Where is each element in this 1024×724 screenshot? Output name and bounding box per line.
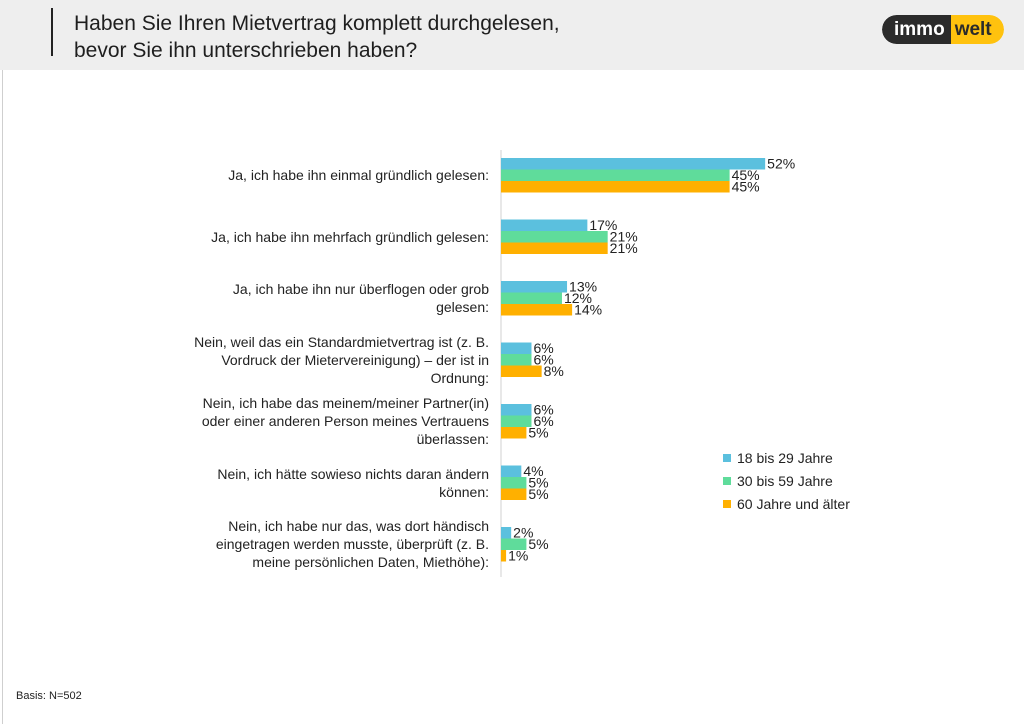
- legend-item: 18 bis 29 Jahre: [723, 446, 850, 469]
- data-label: 12%: [564, 290, 592, 306]
- category-label-line: Nein, ich habe das meinem/meiner Partner…: [202, 395, 489, 412]
- bar: [501, 415, 532, 427]
- chart-legend: 18 bis 29 Jahre 30 bis 59 Jahre 60 Jahre u…: [723, 446, 850, 515]
- data-label: 21%: [610, 240, 638, 256]
- data-label: 52%: [767, 156, 795, 172]
- left-border: [2, 70, 3, 724]
- legend-label: 60 Jahre und älter: [737, 495, 850, 512]
- data-label: 45%: [732, 179, 760, 195]
- data-label: 14%: [574, 302, 602, 318]
- legend-label: 18 bis 29 Jahre: [737, 449, 833, 466]
- category-label-line: Ja, ich habe ihn mehrfach gründlich gele…: [211, 228, 489, 245]
- legend-swatch: [723, 476, 731, 485]
- category-label: Nein, ich habe das meinem/meiner Partner…: [169, 394, 489, 448]
- data-label: 6%: [533, 402, 553, 418]
- data-label: 21%: [610, 229, 638, 245]
- bar: [501, 292, 562, 304]
- category-label-line: Nein, ich hätte sowieso nichts daran änd…: [217, 465, 489, 482]
- legend-label: 30 bis 59 Jahre: [737, 472, 833, 489]
- bar: [501, 404, 532, 416]
- data-label: 17%: [589, 217, 617, 233]
- bar: [501, 488, 527, 500]
- bar: [501, 231, 608, 243]
- data-label: 8%: [544, 363, 564, 379]
- data-label: 45%: [732, 167, 760, 183]
- category-label-line: oder einer anderen Person meines Vertrau…: [201, 413, 489, 430]
- title-line-2: bevor Sie ihn unterschrieben haben?: [74, 39, 418, 62]
- logo-part-welt: welt: [950, 15, 1004, 44]
- category-label: Ja, ich habe ihn einmal gründlich gelese…: [169, 166, 489, 184]
- data-label: 4%: [523, 463, 543, 479]
- category-label: Ja, ich habe ihn mehrfach gründlich gele…: [169, 228, 489, 246]
- legend-item: 30 bis 59 Jahre: [723, 469, 850, 492]
- data-label: 1%: [508, 548, 528, 564]
- bar: [501, 354, 532, 366]
- category-label-line: meine persönlichen Daten, Miethöhe):: [252, 554, 489, 571]
- category-label-line: Ordnung:: [430, 369, 489, 386]
- title-line-1: Haben Sie Ihren Mietvertrag komplett dur…: [74, 12, 560, 35]
- category-label: Nein, ich hätte sowieso nichts daran änd…: [169, 465, 489, 501]
- bar: [501, 158, 766, 170]
- bar: [501, 527, 512, 539]
- bar: [501, 169, 730, 181]
- category-label: Nein, weil das ein Standardmietvertrag i…: [169, 333, 489, 387]
- data-label: 13%: [569, 279, 597, 295]
- bar: [501, 550, 507, 562]
- data-label: 6%: [533, 340, 553, 356]
- category-label: Nein, ich habe nur das, was dort händisc…: [169, 517, 489, 571]
- bar: [501, 342, 532, 354]
- category-label-line: Nein, ich habe nur das, was dort händisc…: [228, 518, 489, 535]
- category-label: Ja, ich habe ihn nur überflogen oder gro…: [169, 280, 489, 316]
- basis-note: Basis: N=502: [16, 690, 82, 702]
- data-label: 6%: [533, 352, 553, 368]
- bar: [501, 242, 608, 254]
- bar: [501, 365, 542, 377]
- bar: [501, 281, 568, 293]
- bar: [501, 219, 588, 231]
- category-label-line: Ja, ich habe ihn nur überflogen oder gro…: [232, 281, 489, 298]
- data-label: 6%: [533, 413, 553, 429]
- data-label: 5%: [528, 486, 548, 502]
- logo-part-immo: immo: [882, 15, 951, 44]
- category-label-line: Nein, weil das ein Standardmietvertrag i…: [194, 333, 489, 350]
- legend-item: 60 Jahre und älter: [723, 492, 850, 515]
- header-divider: [51, 8, 53, 56]
- bar: [501, 465, 522, 477]
- bar: [501, 181, 730, 193]
- bar: [501, 538, 527, 550]
- legend-swatch: [723, 453, 731, 462]
- header-bar: Haben Sie Ihren Mietvertrag komplett dur…: [0, 0, 1024, 70]
- category-label-line: eingetragen werden musste, überprüft (z.…: [215, 536, 489, 553]
- legend-swatch: [723, 499, 731, 508]
- data-label: 5%: [528, 536, 548, 552]
- data-label: 5%: [528, 425, 548, 441]
- data-label: 2%: [513, 525, 533, 541]
- category-label-line: überlassen:: [416, 431, 489, 448]
- category-label-line: Ja, ich habe ihn einmal gründlich gelese…: [228, 167, 489, 184]
- category-label-line: Vordruck der Mietervereinigung) – der is…: [221, 351, 489, 368]
- bar: [501, 427, 527, 439]
- immowelt-logo: immo welt: [882, 15, 1004, 44]
- category-label-line: gelesen:: [436, 299, 489, 316]
- bar: [501, 304, 573, 316]
- category-label-line: können:: [439, 483, 489, 500]
- page-title: Haben Sie Ihren Mietvertrag komplett dur…: [74, 10, 560, 64]
- data-label: 5%: [528, 475, 548, 491]
- bar: [501, 477, 527, 489]
